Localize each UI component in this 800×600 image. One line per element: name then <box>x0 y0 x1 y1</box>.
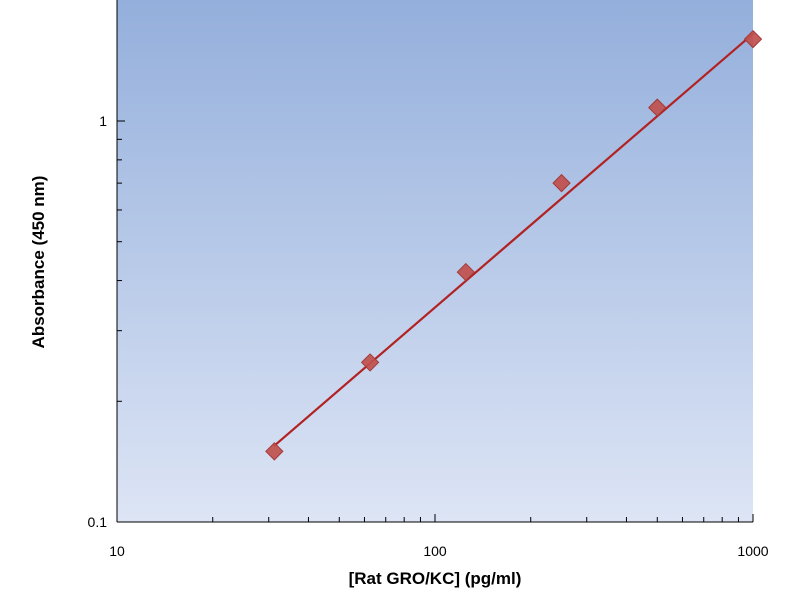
x-tick-label: 100 <box>423 543 447 559</box>
axis-ticks <box>116 120 754 523</box>
data-point-marker <box>648 98 667 117</box>
data-point-marker <box>360 353 380 372</box>
y-tick-labels: 0.11 <box>88 113 108 530</box>
x-tick-labels: 10 100 1000 <box>109 543 769 559</box>
data-points <box>265 29 763 461</box>
fit-line-layer <box>273 32 755 447</box>
data-point-marker <box>743 29 763 49</box>
y-tick-label: 1 <box>99 113 107 129</box>
x-axis-title: [Rat GRO/KC] (pg/ml) <box>349 569 522 588</box>
data-point-marker <box>552 173 571 193</box>
x-tick-label: 10 <box>109 543 125 559</box>
y-tick-label: 0.1 <box>88 514 108 530</box>
data-point-marker <box>265 442 284 461</box>
data-point-marker <box>456 262 476 282</box>
x-tick-label: 1000 <box>737 543 768 559</box>
fit-line <box>273 32 755 447</box>
y-axis-title: Absorbance (450 nm) <box>29 176 48 349</box>
plot-area <box>117 0 753 522</box>
